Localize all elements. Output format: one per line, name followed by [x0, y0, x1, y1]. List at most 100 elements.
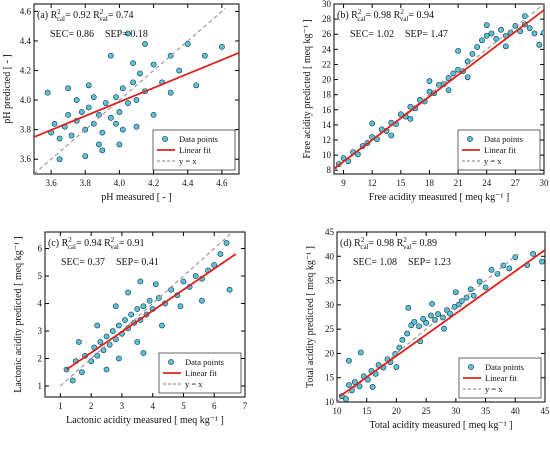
- data-point: [484, 33, 489, 38]
- y-tick-label: 25: [325, 324, 335, 334]
- r2-val-subscript: val: [110, 243, 119, 251]
- data-point: [346, 358, 351, 363]
- y-tick-label: 4.2: [20, 66, 31, 76]
- y-axis-label: Lactonic acidity predicted [ meq kg⁻¹ ]: [13, 236, 24, 393]
- data-point: [357, 384, 362, 389]
- data-point: [343, 396, 348, 401]
- x-tick-label: 15: [396, 178, 406, 188]
- data-point: [483, 285, 488, 290]
- r2-cal-subscript: cal: [357, 15, 365, 23]
- y-tick-label: 16: [322, 105, 332, 115]
- data-point: [169, 287, 174, 292]
- data-point: [57, 157, 62, 162]
- x-tick-label: 45: [541, 406, 550, 416]
- y-tick-label: 26: [322, 29, 332, 39]
- legend-identity: y = x: [185, 379, 203, 389]
- legend-linear-fit: Linear fit: [484, 145, 516, 155]
- r2-cal-value: = 0.94 R: [76, 238, 111, 249]
- x-axis-label: Lactonic acidity measured [ meq kg⁻¹ ]: [66, 415, 224, 426]
- data-point: [389, 133, 394, 138]
- y-tick-label: 30: [325, 300, 335, 310]
- data-point: [177, 68, 182, 73]
- y-tick-label: 3: [38, 326, 43, 336]
- y-tick-label: 6: [38, 244, 43, 254]
- r2-cal-value: = 0.92 R: [65, 10, 100, 21]
- data-point: [141, 350, 146, 355]
- data-point: [52, 121, 57, 126]
- y-tick-label: 28: [322, 14, 332, 24]
- data-point: [455, 48, 460, 53]
- y-axis-label: pH predicted [ - ]: [2, 54, 13, 123]
- legend-marker: [468, 364, 473, 369]
- legend-marker: [162, 136, 167, 141]
- y-tick-label: 24: [322, 44, 332, 54]
- panel-label: (b) R: [337, 10, 358, 21]
- data-point: [86, 83, 91, 88]
- data-point: [116, 323, 121, 328]
- y-tick-label: 15: [325, 373, 335, 383]
- y-tick-label: 4: [38, 299, 43, 309]
- data-point: [147, 298, 152, 303]
- data-point: [104, 334, 109, 339]
- data-point: [507, 266, 512, 271]
- sep-text: SEP= 1.47: [405, 29, 448, 40]
- y-tick-label: 12: [322, 135, 331, 145]
- x-tick-label: 15: [362, 406, 372, 416]
- data-point: [405, 331, 410, 336]
- data-point: [453, 290, 458, 295]
- y-tick-label: 45: [325, 227, 335, 237]
- data-point: [539, 259, 544, 264]
- r2-val-value: = 0.94: [408, 10, 434, 21]
- data-point: [477, 279, 482, 284]
- y-tick-label: 35: [325, 276, 335, 286]
- data-point: [541, 30, 546, 35]
- r2-val-subscript: val: [400, 15, 409, 23]
- x-tick-label: 18: [425, 178, 435, 188]
- data-point: [89, 359, 94, 364]
- data-point: [219, 44, 224, 49]
- data-point: [527, 26, 532, 31]
- data-point: [76, 339, 81, 344]
- data-point: [484, 23, 489, 28]
- r2-cal-subscript: cal: [360, 243, 368, 251]
- data-point: [531, 251, 536, 256]
- sep-text: SEP= 0.41: [116, 257, 159, 268]
- data-point: [424, 320, 429, 325]
- data-point: [397, 345, 402, 350]
- data-point: [74, 97, 79, 102]
- data-point: [475, 44, 480, 49]
- legend-data-points: Data points: [485, 362, 524, 372]
- y-tick-label: 4.6: [20, 6, 32, 16]
- data-point: [532, 31, 537, 36]
- data-point: [400, 337, 405, 342]
- x-tick-label: 4.0: [114, 178, 126, 188]
- data-point: [185, 41, 190, 46]
- data-point: [104, 367, 109, 372]
- data-point: [110, 328, 115, 333]
- data-point: [199, 298, 204, 303]
- y-tick-label: 4.0: [20, 95, 32, 105]
- y-tick-label: 1: [38, 381, 43, 391]
- legend-data-points: Data points: [179, 134, 218, 144]
- data-point: [455, 67, 460, 72]
- data-point: [137, 71, 142, 76]
- legend-marker: [467, 136, 472, 141]
- y-tick-label: 5: [38, 271, 43, 281]
- r2-cal-value: = 0.98 R: [369, 238, 404, 249]
- r2-cal-subscript: cal: [57, 15, 65, 23]
- data-point: [224, 240, 229, 245]
- data-point: [57, 136, 62, 141]
- data-point: [465, 59, 470, 64]
- data-point: [66, 86, 71, 91]
- legend-identity: y = x: [484, 156, 502, 166]
- data-point: [70, 378, 75, 383]
- data-point: [117, 109, 122, 114]
- data-point: [98, 339, 103, 344]
- x-tick-label: 7: [243, 401, 248, 411]
- data-point: [370, 121, 375, 126]
